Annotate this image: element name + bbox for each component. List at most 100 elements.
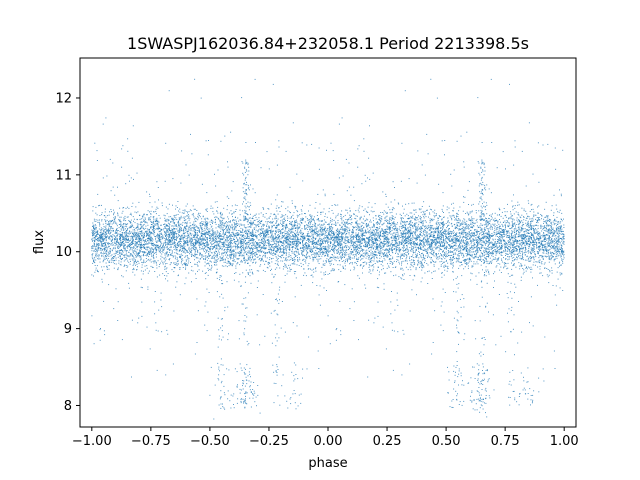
data-point	[233, 236, 235, 238]
data-point	[371, 234, 373, 236]
data-point	[473, 247, 475, 249]
data-point	[331, 269, 333, 271]
data-point	[373, 247, 375, 249]
data-point	[420, 208, 422, 210]
data-point	[333, 232, 335, 234]
data-point	[118, 262, 120, 264]
data-point	[254, 252, 256, 254]
data-point	[373, 242, 375, 244]
data-point	[108, 253, 110, 255]
data-point	[268, 227, 270, 229]
data-point	[261, 259, 262, 261]
data-point	[442, 227, 444, 229]
data-point	[174, 216, 176, 218]
data-point	[133, 218, 135, 220]
data-point	[124, 254, 126, 256]
data-point	[396, 246, 398, 248]
data-point	[545, 234, 547, 236]
data-point	[93, 245, 95, 247]
data-point	[514, 263, 515, 265]
data-point	[174, 223, 175, 225]
data-point	[318, 218, 319, 220]
data-point	[308, 241, 310, 242]
data-point	[341, 226, 343, 228]
data-point	[146, 235, 148, 236]
data-point	[321, 227, 322, 229]
data-point	[276, 225, 278, 227]
data-point	[125, 228, 126, 230]
data-point	[214, 241, 216, 243]
data-point	[552, 252, 554, 254]
data-point	[105, 245, 107, 247]
data-point	[562, 230, 564, 232]
data-point	[194, 220, 196, 222]
data-point	[155, 224, 157, 226]
data-point	[361, 258, 362, 260]
data-point	[463, 230, 465, 232]
data-point	[369, 240, 371, 242]
data-point	[320, 231, 322, 233]
data-point	[288, 236, 289, 238]
data-point	[173, 242, 175, 244]
data-point	[360, 255, 362, 257]
data-point	[467, 251, 469, 253]
data-point	[342, 239, 343, 241]
data-point	[232, 219, 234, 221]
data-point	[96, 234, 97, 236]
data-point	[507, 224, 509, 226]
data-point	[164, 253, 166, 255]
data-point	[439, 255, 440, 257]
data-point	[233, 279, 235, 281]
data-point	[299, 224, 301, 226]
data-point	[336, 252, 338, 254]
data-point	[489, 261, 491, 263]
data-point	[450, 223, 452, 225]
data-point	[206, 221, 208, 223]
data-point	[448, 244, 450, 246]
data-point	[389, 253, 390, 255]
data-point	[152, 227, 154, 229]
data-point	[123, 226, 125, 228]
data-point	[333, 235, 335, 237]
data-point	[397, 228, 399, 230]
data-point	[444, 231, 446, 232]
data-point	[412, 262, 414, 264]
data-point	[308, 245, 310, 247]
data-point	[543, 240, 545, 242]
data-point	[551, 205, 553, 207]
data-point	[286, 223, 288, 225]
data-point	[370, 245, 372, 247]
data-point	[91, 238, 93, 240]
data-point	[140, 257, 142, 259]
data-point	[360, 226, 362, 228]
data-point	[534, 254, 536, 256]
data-point	[561, 255, 562, 257]
data-point	[185, 268, 186, 270]
data-point	[94, 235, 96, 236]
data-point	[478, 185, 480, 187]
data-point	[284, 275, 286, 276]
data-point	[395, 233, 397, 235]
data-point	[441, 236, 442, 238]
data-point	[521, 258, 523, 259]
data-point	[105, 241, 107, 243]
data-point	[144, 217, 146, 219]
data-point	[213, 234, 215, 236]
data-point	[93, 220, 95, 222]
data-point	[521, 214, 523, 216]
data-point	[505, 234, 507, 236]
data-point	[405, 249, 407, 250]
data-point	[441, 276, 443, 278]
data-point	[447, 262, 449, 264]
data-point	[322, 224, 324, 226]
data-point	[444, 269, 446, 271]
data-point	[447, 233, 449, 235]
data-point	[353, 213, 355, 215]
data-point	[291, 216, 293, 218]
data-point	[301, 213, 303, 215]
data-point	[224, 259, 226, 261]
data-point	[518, 228, 520, 230]
data-point	[125, 223, 127, 225]
data-point	[179, 269, 181, 270]
data-point	[186, 211, 188, 212]
